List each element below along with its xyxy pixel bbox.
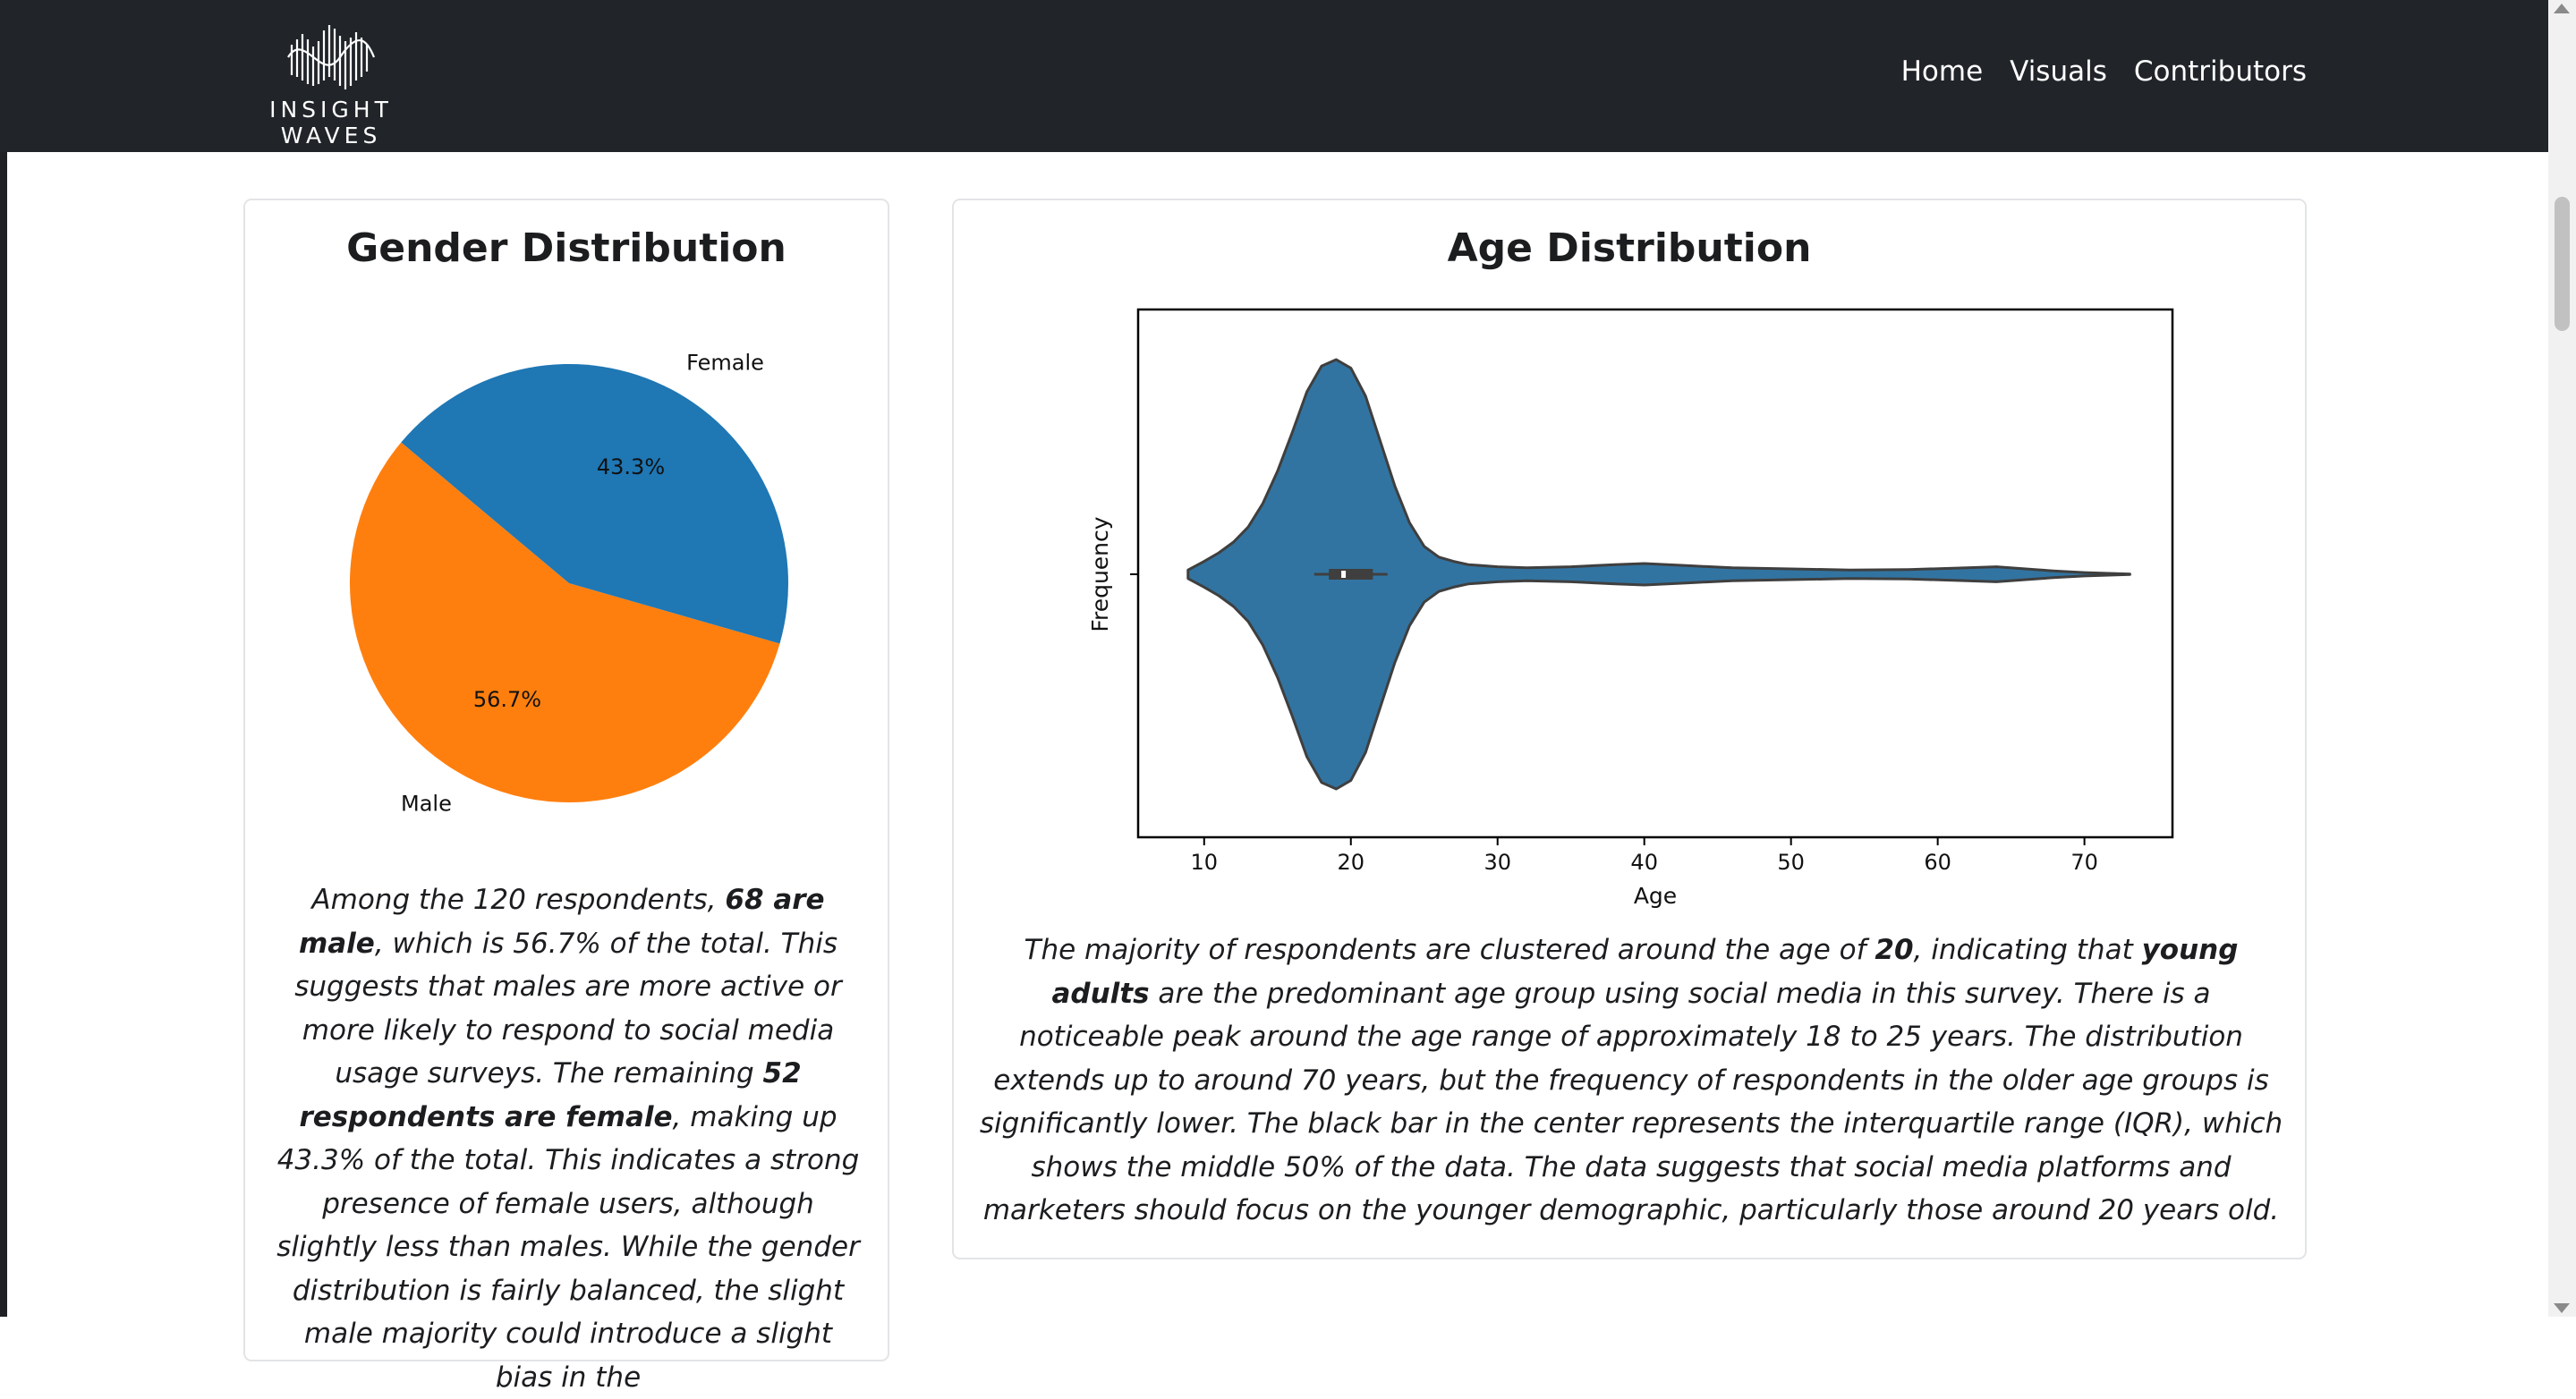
desc-text: Among the 120 respondents, <box>311 884 726 916</box>
scroll-down-arrow-icon[interactable] <box>2554 1303 2570 1313</box>
desc-text: are the predominant age group using soci… <box>979 977 2283 1227</box>
pie-category-label: Male <box>401 792 452 817</box>
nav-visuals-link[interactable]: Visuals <box>2010 55 2107 88</box>
x-tick-label: 50 <box>1777 850 1805 875</box>
pie-category-label: Female <box>686 350 764 375</box>
gender-card-title: Gender Distribution <box>346 225 786 271</box>
x-tick-label: 10 <box>1191 850 1219 875</box>
x-tick-label: 30 <box>1484 850 1511 875</box>
wave-logo-icon <box>287 25 376 89</box>
nav-links: Home Visuals Contributors <box>1901 55 2307 88</box>
nav-home-link[interactable]: Home <box>1900 55 1984 88</box>
logo[interactable]: INSIGHT WAVES <box>242 21 421 148</box>
scroll-up-arrow-icon[interactable] <box>2554 4 2570 13</box>
desc-text: The majority of respondents are clustere… <box>1024 934 1875 966</box>
desc-text: , making up 43.3% of the total. This ind… <box>276 1100 860 1394</box>
gender-pie-chart: 56.7% Male 43.3% Female <box>349 350 788 817</box>
age-violin-chart: 10 20 30 40 50 60 70 Age Frequency <box>1087 308 2174 909</box>
navbar: INSIGHT WAVES Home Visuals Contributors <box>0 0 2548 152</box>
scroll-thumb[interactable] <box>2555 197 2570 331</box>
window-edge <box>0 0 7 1317</box>
pie-percent-label: 56.7% <box>473 687 541 712</box>
desc-highlight: 68 are male <box>298 884 825 960</box>
age-distribution-card: Age Distribution 10 20 30 40 50 60 70 Age Freque… <box>952 199 2307 1259</box>
x-tick-label: 70 <box>2070 850 2098 875</box>
desc-highlight: 52 respondents are female <box>299 1057 802 1133</box>
violin-iqr-box <box>1329 569 1373 580</box>
gender-distribution-card: Gender Distribution 56.7% Male 43.3% Female… <box>243 199 889 1394</box>
x-tick-label: 20 <box>1337 850 1365 875</box>
x-tick-label: 40 <box>1630 850 1658 875</box>
desc-text: , which is 56.7% of the total. This sugg… <box>294 927 842 1090</box>
violin-body <box>1186 358 2131 791</box>
age-card-title: Age Distribution <box>1447 225 1812 271</box>
vertical-scrollbar[interactable] <box>2548 0 2576 1317</box>
pie-slice-female <box>401 364 788 644</box>
x-axis-label: Age <box>1634 883 1677 909</box>
desc-highlight: 20 <box>1875 934 1914 966</box>
desc-text: , indicating that <box>1913 934 2142 966</box>
pie-slice-male <box>349 442 780 803</box>
violin-median <box>1341 571 1347 578</box>
pie-percent-label: 43.3% <box>597 454 665 479</box>
age-description: The majority of respondents are clustere… <box>977 928 2285 1233</box>
x-tick-label: 60 <box>1924 850 1951 875</box>
logo-text: INSIGHT WAVES <box>269 97 393 148</box>
gender-description: Among the 120 respondents, 68 are male, … <box>272 878 864 1399</box>
desc-highlight: young adults <box>1051 934 2239 1010</box>
y-axis-label: Frequency <box>1087 516 1113 632</box>
nav-contributors-link[interactable]: Contributors <box>2133 55 2307 88</box>
